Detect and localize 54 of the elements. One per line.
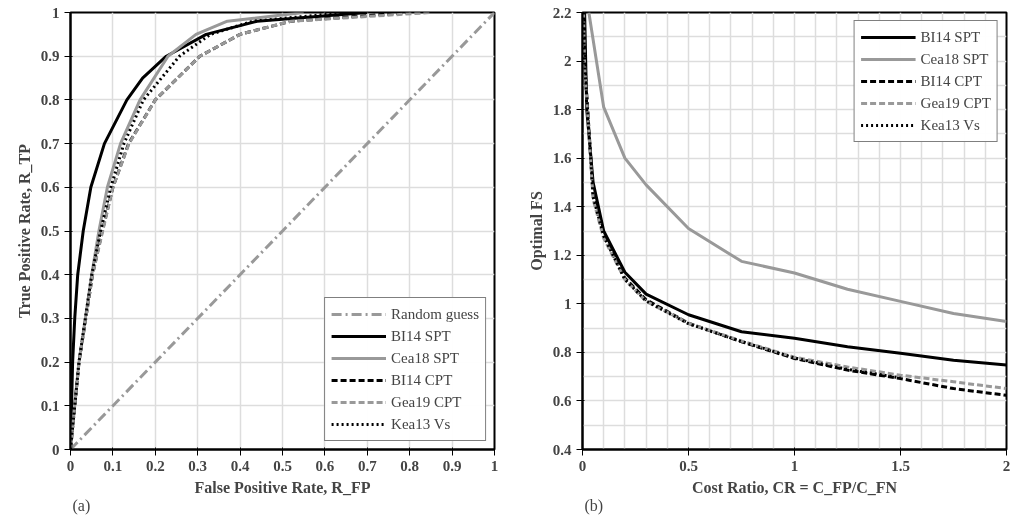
x-tick-label: 0.9 — [442, 457, 462, 474]
x-axis-title: False Positive Rate, R_FP — [194, 478, 371, 496]
text: (b) — [584, 496, 604, 515]
y-tick-label: 0.3 — [40, 310, 60, 327]
legend-label: Cea18 SPT — [391, 349, 459, 367]
y-tick-label: 0.6 — [40, 179, 60, 196]
x-tick-label: 0.8 — [400, 457, 420, 474]
legend-label: Kea13 Vs — [391, 415, 451, 433]
y-axis-title: True Positive Rate, R_TP — [15, 143, 33, 318]
y-tick-label: 0.1 — [40, 397, 60, 414]
x-tick-label: 0 — [578, 457, 587, 474]
y-tick-label: 0.7 — [40, 135, 60, 152]
x-tick-label: 0.2 — [145, 457, 165, 474]
y-tick-label: 2 — [564, 53, 572, 70]
x-tick-label: 0.5 — [273, 457, 292, 474]
x-tick-label: 1.5 — [891, 457, 910, 474]
legend-label: Cea18 SPT — [920, 50, 989, 68]
y-tick-label: 0.8 — [40, 91, 60, 108]
x-tick-label: 0.1 — [103, 457, 123, 474]
y-tick-label: 1 — [52, 4, 60, 21]
x-tick-label: 0.5 — [679, 457, 698, 474]
y-tick-label: 1.6 — [552, 150, 572, 167]
legend-label: Random guess — [391, 305, 479, 323]
legend-label: BI14 SPT — [920, 28, 981, 46]
y-tick-label: 1 — [564, 295, 572, 312]
y-tick-label: 2.2 — [552, 4, 572, 21]
y-tick-label: 0.4 — [40, 266, 60, 283]
legend-label: BI14 CPT — [920, 72, 982, 90]
x-tick-label: 1 — [790, 457, 799, 474]
legend-label: Gea19 CPT — [391, 393, 462, 411]
y-tick-label: 1.8 — [552, 101, 572, 118]
legend-label: Gea19 CPT — [920, 94, 991, 112]
y-tick-label: 0.5 — [40, 223, 60, 239]
x-tick-label: 0.3 — [188, 457, 208, 474]
y-tick-label: 0.4 — [552, 441, 572, 458]
text: (a) — [72, 496, 91, 515]
y-axis-title: Optimal FS — [527, 191, 546, 271]
y-tick-label: 0.2 — [40, 354, 60, 371]
x-tick-label: 0.6 — [315, 457, 335, 474]
y-tick-label: 0 — [52, 441, 60, 458]
x-tick-label: 2 — [1002, 457, 1011, 474]
y-tick-label: 1.2 — [552, 247, 572, 264]
legend-label: BI14 SPT — [391, 327, 451, 345]
legend-label: BI14 CPT — [391, 371, 453, 389]
x-tick-label: 0.7 — [357, 457, 378, 474]
y-tick-label: 0.9 — [40, 48, 60, 65]
y-tick-label: 1.4 — [552, 198, 572, 215]
y-tick-label: 0.6 — [552, 392, 572, 409]
x-tick-label: 0.4 — [230, 457, 250, 474]
legend-label: Kea13 Vs — [920, 116, 980, 134]
x-axis-title: Cost Ratio, CR = C_FP/C_FN — [691, 478, 898, 496]
x-tick-label: 1 — [490, 457, 499, 474]
y-tick-label: 0.8 — [552, 344, 572, 361]
x-tick-label: 0 — [66, 457, 75, 474]
